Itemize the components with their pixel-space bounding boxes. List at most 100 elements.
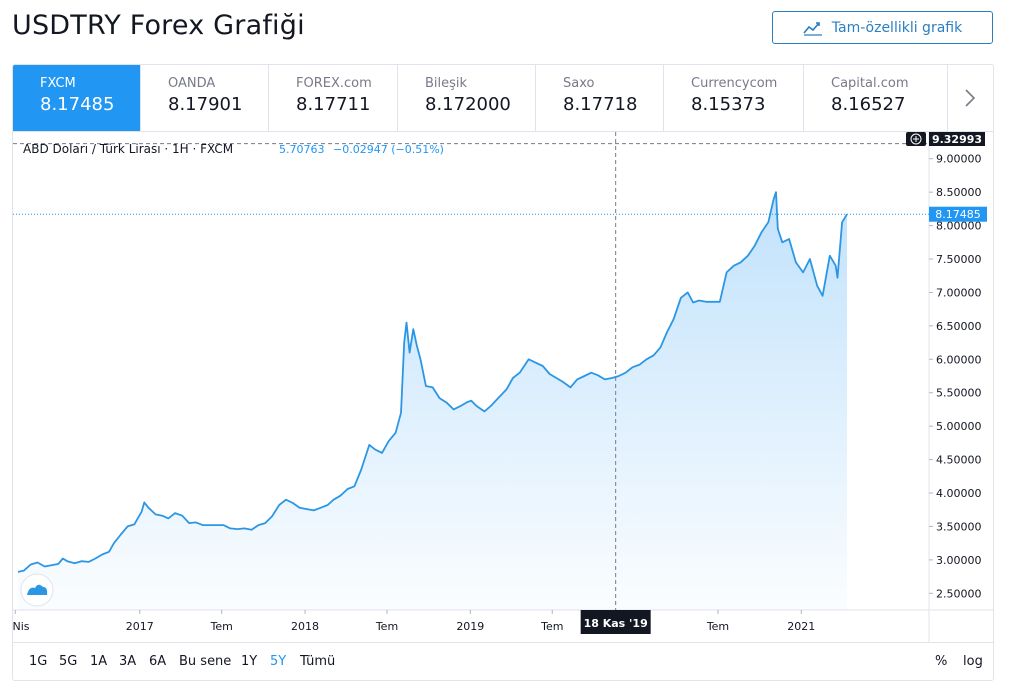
price-axis[interactable]: 2.50000 3.00000 3.50000 4.00000 4.50000 5.000… — [929, 153, 982, 601]
data-point — [243, 527, 245, 529]
range-all-button[interactable]: Tümü — [300, 654, 336, 669]
data-point — [459, 405, 461, 407]
data-point — [353, 485, 355, 487]
data-point — [257, 524, 259, 526]
tab-name: Capital.com — [831, 76, 909, 91]
data-point — [712, 301, 714, 303]
data-point — [680, 297, 682, 299]
tab-currencycom[interactable]: Currencycom 8.15373 — [664, 65, 804, 131]
data-point — [94, 558, 96, 560]
range-5y-button[interactable]: 5Y — [270, 654, 287, 669]
data-point — [555, 377, 557, 379]
data-point — [333, 499, 335, 501]
data-point — [802, 271, 804, 273]
data-point — [470, 400, 472, 402]
data-point — [631, 366, 633, 368]
data-point — [320, 507, 322, 509]
tab-forex-com[interactable]: FOREX.com 8.17711 — [269, 65, 398, 131]
data-point — [285, 499, 287, 501]
data-point — [767, 221, 769, 223]
range-1y-button[interactable]: 1Y — [241, 654, 258, 669]
range-3m-button[interactable]: 3A — [119, 654, 137, 669]
tab-name: FOREX.com — [296, 76, 372, 91]
full-chart-button[interactable]: Tam-özellikli grafik — [772, 11, 993, 44]
tab-fxcm[interactable]: FXCM 8.17485 — [13, 65, 141, 131]
data-point — [381, 452, 383, 454]
data-point — [775, 191, 777, 193]
tabs-next-button[interactable] — [948, 65, 992, 131]
tab-oanda[interactable]: OANDA 8.17901 — [141, 65, 269, 131]
data-point — [120, 534, 122, 536]
data-point — [339, 495, 341, 497]
data-point — [147, 507, 149, 509]
tab-capital-com[interactable]: Capital.com 8.16527 — [804, 65, 948, 131]
data-point — [181, 515, 183, 517]
data-point — [726, 271, 728, 273]
data-point — [188, 522, 190, 524]
data-point — [30, 564, 32, 566]
x-tick-label: Nis — [13, 620, 30, 633]
chart-line-icon — [803, 21, 822, 36]
x-tick-label: Tem — [375, 620, 398, 633]
tab-value: 8.172000 — [425, 94, 511, 115]
range-1m-button[interactable]: 1A — [90, 654, 108, 669]
log-scale-button[interactable]: log — [963, 654, 983, 669]
price-chart[interactable]: 2.50000 3.00000 3.50000 4.00000 4.50000 5.000… — [13, 132, 993, 642]
range-ytd-button[interactable]: Bu sene — [179, 654, 232, 669]
data-point — [101, 554, 103, 556]
data-point — [835, 265, 837, 267]
tab-value: 8.17718 — [563, 94, 638, 115]
data-point — [195, 521, 197, 523]
crosshair-price-tag: 9.32993 — [929, 132, 985, 146]
tab-name: Saxo — [563, 76, 595, 91]
legend-last-value: 5.70763 — [279, 143, 325, 156]
tab-value: 8.16527 — [831, 94, 906, 115]
data-point — [313, 509, 315, 511]
tab-name: Currencycom — [691, 76, 778, 91]
data-point — [88, 561, 90, 563]
price-area — [18, 192, 847, 610]
data-point — [496, 398, 498, 400]
source-tabs: FXCM 8.17485 OANDA 8.17901 FOREX.com 8.1… — [13, 65, 993, 132]
chart-widget: FXCM 8.17485 OANDA 8.17901 FOREX.com 8.1… — [12, 64, 994, 681]
crosshair-add-button[interactable] — [906, 132, 926, 146]
data-point — [483, 410, 485, 412]
data-point — [816, 285, 818, 287]
y-tick-label: 7.50000 — [936, 253, 982, 266]
data-point — [519, 372, 521, 374]
data-point — [781, 241, 783, 243]
y-tick-label: 8.50000 — [936, 186, 982, 199]
range-1d-button[interactable]: 1G — [29, 654, 48, 669]
time-axis[interactable]: Nis2017Tem2018Tem2019Tem2020Tem2021 — [13, 610, 815, 633]
data-point — [51, 564, 53, 566]
data-point — [374, 449, 376, 451]
range-5d-button[interactable]: 5G — [59, 654, 78, 669]
data-point — [754, 245, 756, 247]
tab-saxo[interactable]: Saxo 8.17718 — [536, 65, 664, 131]
page-title: USDTRY Forex Grafiği — [12, 10, 305, 41]
data-point — [549, 373, 551, 375]
data-point — [490, 405, 492, 407]
range-6m-button[interactable]: 6A — [149, 654, 167, 669]
data-point — [127, 525, 129, 527]
tab-composite[interactable]: Bileşik 8.172000 — [398, 65, 536, 131]
percent-scale-button[interactable]: % — [935, 654, 948, 669]
cloud-logo-icon — [27, 584, 48, 595]
last-price-tag: 8.17485 — [929, 206, 987, 222]
data-point — [167, 517, 169, 519]
data-point — [747, 255, 749, 257]
tradingview-logo[interactable] — [20, 573, 54, 607]
y-tick-label: 7.00000 — [936, 286, 982, 299]
data-point — [400, 412, 402, 414]
data-point — [174, 512, 176, 514]
x-tick-label: Tem — [540, 620, 563, 633]
tab-value: 8.17901 — [168, 94, 243, 115]
data-point — [646, 358, 648, 360]
data-point — [660, 346, 662, 348]
tab-name: Bileşik — [425, 76, 468, 91]
data-point — [698, 300, 700, 302]
data-point — [62, 558, 64, 560]
data-point — [476, 405, 478, 407]
chart-area[interactable]: 2.50000 3.00000 3.50000 4.00000 4.50000 5.000… — [13, 132, 993, 642]
data-point — [795, 261, 797, 263]
